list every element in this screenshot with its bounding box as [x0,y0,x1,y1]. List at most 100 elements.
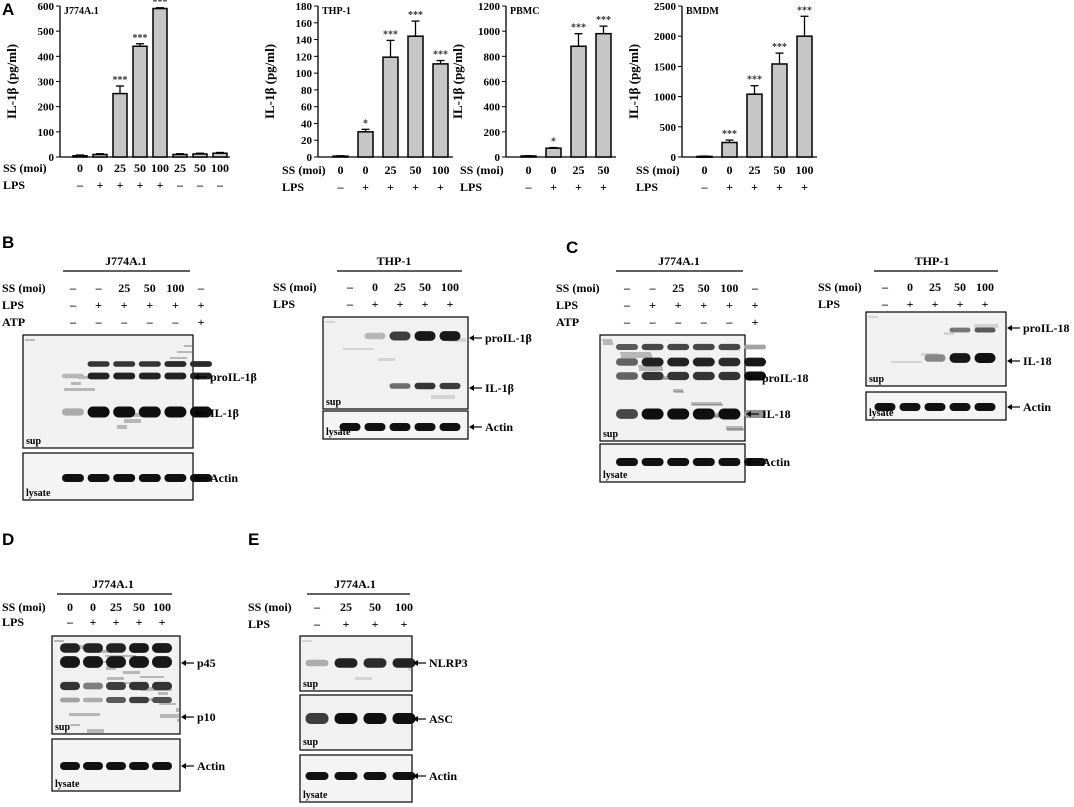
ss-value: 25 [118,281,130,295]
band-arrow-head [181,714,186,720]
band-label: Actin [210,471,238,485]
ss-value: – [197,281,205,295]
lps-value: – [346,297,354,311]
atp-value: – [120,315,128,329]
x-tick-label: 0 [97,161,103,175]
lps-sign: + [776,180,783,194]
blot-title: J774A.1 [105,254,147,268]
band-arrow-head [1007,404,1012,410]
sup-band [718,357,741,367]
band-arrow-head [413,660,418,666]
sup-band [439,382,461,390]
lps-sign: + [157,178,164,192]
sup-band [164,372,187,380]
x-tick-label: 100 [211,161,229,175]
atp-value: + [752,315,759,329]
blot-title: J774A.1 [334,577,376,591]
lps-value: + [700,298,707,312]
sup-band [718,408,741,420]
actin-band [164,474,187,482]
band-label: proIL-1β [210,370,257,384]
sup-band [113,406,136,418]
band-arrow-head [746,459,751,465]
lps-value: + [90,615,97,629]
sup-band [392,713,416,724]
lps-row-label: LPS [2,615,24,629]
blot-smear [123,671,140,674]
band-arrow-head [1007,358,1012,364]
sup-band [949,327,971,333]
blot-smear [105,655,136,657]
lysate-tag: lysate [603,470,628,481]
actin-band [974,403,996,411]
ss-row-label: SS (moi) [282,163,326,177]
blot-smear [140,676,164,678]
lps-value: + [447,297,454,311]
lps-sign: – [176,178,184,192]
sup-band [62,373,84,379]
blot-smear [78,376,95,379]
actin-band [87,474,110,482]
band-arrow-head [469,424,474,430]
panel-label-b: B [2,233,14,252]
band-arrow-head [413,773,418,779]
sup-band [667,357,690,367]
lps-sign: + [550,180,557,194]
bar [746,93,763,158]
lps-sign: + [387,180,394,194]
lps-row-label: LPS [273,297,295,311]
blot-title: J774A.1 [658,254,700,268]
band-label: Actin [485,420,513,434]
actin-band [305,772,329,780]
band-arrow-head [194,410,199,416]
sup-tag: sup [303,737,318,748]
band-arrow-head [194,374,199,380]
ss-row-label: SS (moi) [2,281,46,295]
lps-sign: + [575,180,582,194]
y-tick-label: 800 [484,51,501,63]
lps-value: + [136,615,143,629]
significance-marker: *** [408,10,423,21]
blot-smear [302,640,312,642]
band-arrow-head [194,475,199,481]
sup-band [616,358,638,366]
significance-marker: *** [383,29,398,40]
sup-tag: sup [603,429,618,440]
ss-value: 100 [441,280,459,294]
actin-band [60,762,80,770]
y-tick-label: 60 [301,102,313,114]
sup-band [87,406,110,418]
actin-band [113,474,136,482]
ss-value: – [95,281,103,295]
blot-smear [621,354,652,358]
sup-blot-box [22,334,194,449]
sup-band [129,643,149,653]
blot-e: J774A.1 SS (moi) – 25 50 100 LPS – + + + sup NLRP3 ly… [248,577,468,803]
lps-sign: + [362,180,369,194]
lps-sign: – [76,178,84,192]
lps-value: + [957,297,964,311]
blot-c2: THP-1 SS (moi) – 0 25 50 100 LPS – + + + + sup proIL-1… [818,254,1069,421]
ss-value: – [346,280,354,294]
sup-blot-box [599,334,746,442]
y-tick-label: 400 [38,51,55,63]
band-label: Actin [429,769,457,783]
sup-band [616,409,638,419]
x-tick-label: 50 [134,161,146,175]
band-arrow-head [746,375,751,381]
actin-band [138,474,161,482]
lps-row-label: LPS [556,298,578,312]
blot-smear [602,339,612,341]
sup-band [113,372,136,380]
blot-smear [620,352,651,354]
lps-sign: – [525,180,533,194]
blot-smear [176,708,179,712]
chart-title: PBMC [510,6,539,17]
ss-value: 50 [369,600,381,614]
blot-b2: THP-1 SS (moi) – 0 25 50 100 LPS – + + + + sup proIL-1… [273,254,532,440]
y-tick-label: 500 [38,26,55,38]
sup-band [138,372,161,380]
atp-row-label: ATP [2,315,25,329]
band-label: IL-18 [762,407,791,421]
ss-value: 25 [340,600,352,614]
